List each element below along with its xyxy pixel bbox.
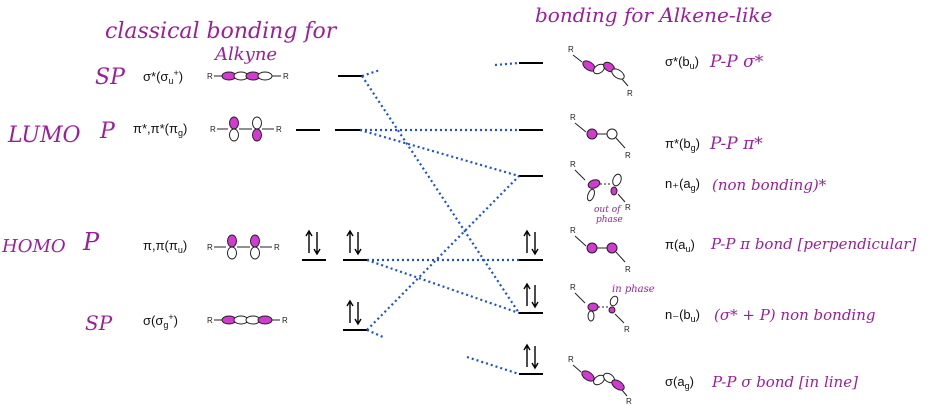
electron-pair-right-pi [523, 229, 539, 256]
orbital-sigma-star-bent: R R [568, 45, 633, 98]
svg-text:R: R [283, 72, 289, 81]
left-level-sigma: σ(σg+) [143, 312, 178, 330]
orbital-n-plus-bent: R R [570, 160, 631, 212]
note-phase: phase [596, 215, 623, 225]
right-level-n-minus: n₋(bu) [665, 307, 700, 324]
annot-pi-bond: P-P π bond [perpendicular] [710, 235, 917, 253]
svg-text:R: R [274, 243, 280, 252]
right-title: bonding for Alkene-like [535, 3, 772, 27]
right-level-pi: π(au) [665, 237, 695, 254]
svg-text:R: R [276, 125, 282, 134]
right-level-sigma-star: σ*(bu) [665, 54, 699, 71]
corr-sigma-left-stub [366, 328, 384, 339]
left-level-pi: π,π(πu) [143, 238, 187, 255]
svg-text:R: R [625, 203, 631, 212]
annot-sigma-bond: P-P σ bond [in line] [711, 373, 858, 391]
svg-text:R: R [570, 226, 576, 235]
right-level-pi-star: π*(bg) [665, 136, 700, 153]
svg-text:R: R [207, 243, 213, 252]
note-in-phase: in phase [612, 284, 655, 295]
annot-nonbonding: (σ* + P) non bonding [714, 306, 875, 324]
svg-text:R: R [625, 265, 631, 274]
orbital-pi-linear: R R [207, 234, 280, 260]
orbital-sigma-linear: R R [207, 315, 288, 325]
correlation-lines [359, 61, 520, 376]
corr-sigma-to-n-plus [366, 175, 520, 331]
left-level-sigma-star: σ*(σu+) [143, 68, 183, 86]
svg-text:R: R [570, 283, 576, 292]
row-label-p2: P [82, 228, 100, 256]
energy-levels [296, 62, 543, 375]
electron-pair-left-pi-b [346, 229, 362, 256]
orbital-sigma-star-linear: R R [207, 71, 289, 81]
left-title-line1: classical bonding for [105, 19, 338, 44]
left-title-line2: Alkyne [213, 44, 277, 65]
orbital-pi-star-bent: R R [570, 113, 631, 160]
right-level-sigma: σ(ag) [665, 374, 694, 391]
corr-sigma-star-left-stub [361, 68, 381, 78]
annot-sigma-star: P-P σ* [709, 52, 764, 72]
orbital-n-minus-bent: R R [570, 283, 630, 334]
orbital-pi-bent: R R [570, 226, 631, 274]
right-level-n-plus: n₊(ag) [665, 176, 700, 193]
row-label-sp1: SP [95, 65, 126, 90]
corr-pi-to-n-minus [366, 258, 520, 315]
svg-text:R: R [626, 397, 632, 406]
annot-nonbonding-star: (non bonding)* [712, 176, 827, 194]
lumo-label: LUMO [7, 123, 81, 148]
svg-text:R: R [568, 355, 574, 364]
note-out-of: out of [594, 205, 622, 215]
svg-text:R: R [210, 125, 216, 134]
svg-text:R: R [207, 316, 213, 325]
corr-sigma-star-to-n-minus [361, 75, 520, 314]
electron-pair-left-pi-a [305, 229, 321, 256]
homo-label: HOMO [1, 236, 66, 257]
svg-text:R: R [625, 151, 631, 160]
row-label-sp2: SP [85, 311, 113, 335]
corr-pi-star-to-n-plus [359, 128, 520, 178]
row-label-p1: P [99, 119, 116, 144]
electron-pair-left-sigma [346, 299, 362, 326]
electron-pair-right-n-minus [523, 282, 539, 309]
orbital-sigma-bent: R R [568, 355, 632, 406]
left-level-pi-star: π*,π*(πg) [133, 121, 187, 138]
svg-text:R: R [570, 160, 576, 169]
electron-pairs [305, 229, 539, 370]
annot-pi-star: P-P π* [709, 134, 763, 154]
corr-sigma-star-right-stub [494, 61, 520, 67]
svg-text:R: R [207, 72, 213, 81]
corr-sigma-right-stub [466, 355, 520, 376]
svg-text:R: R [568, 45, 574, 54]
svg-text:R: R [570, 113, 576, 122]
svg-text:R: R [624, 325, 630, 334]
svg-text:R: R [627, 89, 633, 98]
electron-pair-right-sigma [523, 343, 539, 370]
orbital-pi-star-linear: R R [210, 116, 282, 142]
svg-text:R: R [282, 316, 288, 325]
